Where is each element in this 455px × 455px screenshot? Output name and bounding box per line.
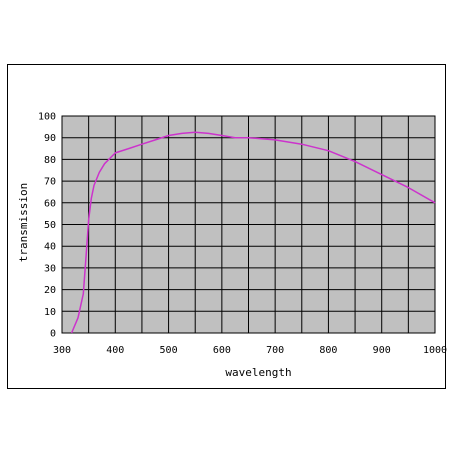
y-axis-title: transmission xyxy=(17,183,30,262)
x-tick-label: 1000 xyxy=(423,345,447,356)
y-tick-label: 60 xyxy=(44,198,56,209)
y-tick-label: 90 xyxy=(44,133,56,144)
y-tick-label: 40 xyxy=(44,242,56,253)
plot-border xyxy=(61,115,436,334)
x-axis-title: wavelength xyxy=(225,366,291,379)
y-tick-label: 10 xyxy=(44,307,56,318)
x-tick-label: 700 xyxy=(266,345,284,356)
y-tick-label: 20 xyxy=(44,285,56,296)
x-tick-label: 800 xyxy=(319,345,337,356)
x-tick-label: 900 xyxy=(373,345,391,356)
y-tick-label: 0 xyxy=(50,329,56,340)
x-tick-label: 500 xyxy=(160,345,178,356)
y-tick-label: 50 xyxy=(44,220,56,231)
series-layer xyxy=(70,131,436,334)
y-tick-label: 70 xyxy=(44,177,56,188)
y-tick-label: 100 xyxy=(38,112,56,123)
grid-lines xyxy=(61,115,436,334)
y-tick-label: 80 xyxy=(44,155,56,166)
series-line-0 xyxy=(70,131,436,334)
y-tick-label: 30 xyxy=(44,263,56,274)
x-tick-label: 600 xyxy=(213,345,231,356)
x-tick-label: 400 xyxy=(106,345,124,356)
tick-labels: 0 10 20 30 40 50 60 70 80 90 100 300 400 500 600 700 800… xyxy=(38,112,447,357)
x-tick-label: 300 xyxy=(53,345,71,356)
